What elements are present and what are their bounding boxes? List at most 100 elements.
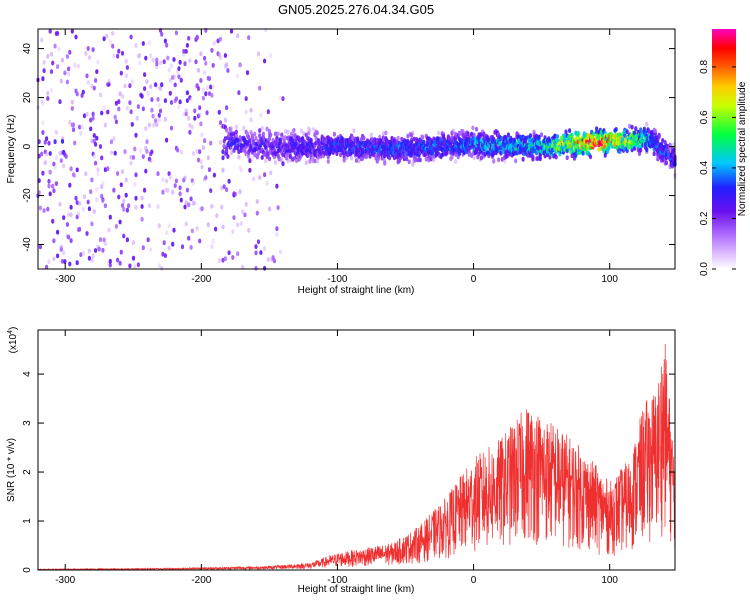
heat-point-470 bbox=[209, 84, 213, 90]
heat-point-82 bbox=[65, 79, 69, 85]
heat-point-2658 bbox=[607, 146, 611, 151]
snr-ylabel: SNR (10 * v/v) bbox=[6, 438, 17, 502]
heat-point-506 bbox=[222, 143, 226, 149]
heat-point-360 bbox=[169, 63, 174, 69]
heat-point-558 bbox=[233, 145, 237, 151]
colorbar: 0.0 0.2 0.4 0.6 0.8 Normalized spectral ampl… bbox=[699, 29, 748, 276]
heat-point-396 bbox=[184, 200, 188, 206]
heat-point-125 bbox=[81, 89, 85, 95]
heat-point-131 bbox=[84, 171, 88, 177]
heat-point-469 bbox=[209, 140, 213, 146]
spectrogram-xtick-label-3: 0 bbox=[471, 274, 477, 285]
heat-point-236 bbox=[122, 206, 126, 212]
heat-point-107 bbox=[74, 34, 78, 40]
heat-point-1535 bbox=[411, 130, 415, 136]
heat-point-1376 bbox=[383, 161, 387, 166]
spectrogram-heatmap bbox=[36, 27, 677, 271]
heat-point-321 bbox=[156, 84, 160, 90]
heat-point-11 bbox=[40, 37, 44, 43]
heat-point-478 bbox=[211, 84, 215, 90]
heat-point-2027 bbox=[497, 157, 501, 163]
heat-point-2908 bbox=[651, 135, 655, 140]
spectrogram-xtick-label-1: -200 bbox=[191, 274, 211, 285]
heat-point-710 bbox=[264, 27, 268, 33]
heat-point-240 bbox=[124, 192, 128, 198]
heat-point-339 bbox=[162, 59, 166, 65]
heat-point-210 bbox=[112, 136, 116, 142]
heat-point-50 bbox=[53, 139, 57, 145]
heat-point-24 bbox=[45, 151, 49, 157]
heat-point-1602 bbox=[422, 140, 426, 146]
heat-point-458 bbox=[204, 175, 208, 181]
heat-point-205 bbox=[109, 150, 114, 156]
heat-point-27 bbox=[46, 53, 50, 59]
heat-point-349 bbox=[165, 42, 169, 48]
heat-point-2946 bbox=[657, 132, 661, 138]
heat-point-61 bbox=[58, 151, 62, 156]
heat-point-2584 bbox=[595, 126, 599, 132]
heat-point-291 bbox=[145, 79, 149, 84]
heat-point-136 bbox=[86, 46, 90, 51]
heat-point-173 bbox=[98, 92, 103, 98]
heat-point-523 bbox=[226, 68, 230, 73]
heat-point-559 bbox=[233, 191, 237, 197]
heat-point-234 bbox=[122, 198, 126, 204]
heat-point-28 bbox=[46, 206, 50, 212]
heat-point-416 bbox=[190, 124, 194, 130]
heat-point-74 bbox=[62, 215, 66, 221]
heat-point-390 bbox=[182, 112, 186, 117]
spectrogram-xtick-label-2: -100 bbox=[327, 274, 347, 285]
heat-point-468 bbox=[207, 91, 212, 96]
heat-point-640 bbox=[250, 156, 254, 162]
heat-point-242 bbox=[124, 177, 128, 183]
heat-point-1056 bbox=[326, 135, 330, 141]
heat-point-217 bbox=[116, 257, 120, 263]
heat-point-15 bbox=[41, 130, 45, 135]
heat-point-188 bbox=[103, 122, 107, 128]
heat-point-1589 bbox=[421, 134, 425, 140]
heat-point-496 bbox=[221, 167, 225, 173]
heat-point-320 bbox=[156, 204, 160, 209]
heat-point-483 bbox=[215, 213, 219, 219]
heat-point-295 bbox=[146, 90, 150, 96]
heat-point-358 bbox=[168, 90, 172, 96]
snr-line bbox=[37, 343, 676, 572]
heat-point-59 bbox=[57, 46, 61, 52]
heat-point-85 bbox=[67, 66, 71, 72]
heat-point-1390 bbox=[385, 141, 389, 147]
heat-point-337 bbox=[161, 251, 165, 257]
heat-point-77 bbox=[63, 259, 67, 264]
heat-point-37 bbox=[48, 28, 52, 34]
heat-point-679 bbox=[258, 175, 262, 180]
heat-point-2433 bbox=[568, 128, 572, 134]
heat-point-316 bbox=[155, 122, 159, 127]
heat-point-702 bbox=[263, 246, 267, 251]
heat-point-1230 bbox=[357, 158, 361, 164]
heat-point-1860 bbox=[467, 152, 471, 157]
heat-point-1269 bbox=[364, 154, 368, 160]
heat-point-190 bbox=[103, 241, 107, 247]
heat-point-1447 bbox=[395, 143, 399, 149]
heat-point-232 bbox=[120, 169, 125, 175]
heat-point-277 bbox=[140, 216, 144, 222]
heat-point-97 bbox=[70, 106, 74, 111]
heat-point-539 bbox=[229, 126, 234, 131]
heat-point-623 bbox=[247, 154, 251, 159]
heat-point-434 bbox=[196, 157, 201, 163]
heat-point-2832 bbox=[637, 151, 642, 157]
heat-point-666 bbox=[255, 199, 259, 204]
heat-point-626 bbox=[247, 228, 251, 233]
heat-point-657 bbox=[254, 265, 258, 271]
heat-point-159 bbox=[92, 85, 96, 91]
heat-point-540 bbox=[229, 28, 234, 34]
heat-point-112 bbox=[75, 167, 79, 173]
colorbar-tick-label-0: 0.0 bbox=[699, 262, 710, 276]
heat-point-150 bbox=[91, 115, 95, 121]
heat-point-2169 bbox=[521, 156, 525, 162]
heat-point-597 bbox=[242, 125, 246, 131]
heat-point-543 bbox=[229, 132, 234, 138]
heat-point-497 bbox=[221, 224, 225, 230]
heat-point-30 bbox=[47, 140, 51, 146]
heat-point-326 bbox=[157, 113, 161, 118]
heat-point-165 bbox=[95, 186, 99, 192]
